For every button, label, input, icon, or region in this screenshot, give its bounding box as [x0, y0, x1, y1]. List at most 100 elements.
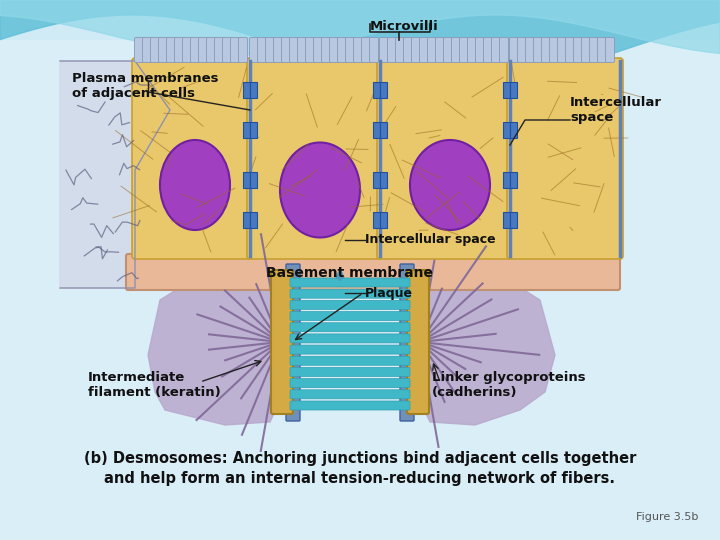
- Bar: [243, 212, 250, 228]
- Ellipse shape: [280, 143, 360, 238]
- FancyBboxPatch shape: [132, 58, 253, 259]
- Bar: [373, 82, 380, 98]
- FancyBboxPatch shape: [459, 37, 469, 63]
- FancyBboxPatch shape: [135, 37, 143, 63]
- FancyBboxPatch shape: [444, 37, 452, 63]
- FancyBboxPatch shape: [574, 37, 582, 63]
- FancyBboxPatch shape: [492, 37, 500, 63]
- FancyBboxPatch shape: [565, 37, 575, 63]
- FancyBboxPatch shape: [338, 37, 346, 63]
- FancyBboxPatch shape: [403, 37, 413, 63]
- FancyBboxPatch shape: [247, 58, 383, 259]
- FancyBboxPatch shape: [590, 37, 598, 63]
- Text: Basement membrane: Basement membrane: [266, 266, 433, 280]
- FancyBboxPatch shape: [606, 37, 614, 63]
- Text: Intercellular
space: Intercellular space: [570, 96, 662, 124]
- FancyBboxPatch shape: [549, 37, 559, 63]
- FancyBboxPatch shape: [289, 37, 299, 63]
- FancyBboxPatch shape: [290, 401, 410, 410]
- Text: and help form an internal tension-reducing network of fibers.: and help form an internal tension-reduci…: [104, 470, 616, 485]
- FancyBboxPatch shape: [297, 37, 307, 63]
- FancyBboxPatch shape: [290, 289, 410, 298]
- FancyBboxPatch shape: [290, 323, 410, 332]
- Text: Figure 3.5b: Figure 3.5b: [636, 512, 698, 522]
- Bar: [243, 172, 250, 188]
- Bar: [373, 122, 380, 138]
- FancyBboxPatch shape: [379, 37, 389, 63]
- FancyBboxPatch shape: [290, 312, 410, 321]
- FancyBboxPatch shape: [451, 37, 461, 63]
- Bar: [503, 122, 510, 138]
- FancyBboxPatch shape: [467, 37, 477, 63]
- FancyBboxPatch shape: [330, 37, 338, 63]
- FancyBboxPatch shape: [266, 37, 274, 63]
- FancyBboxPatch shape: [412, 37, 420, 63]
- FancyBboxPatch shape: [158, 37, 168, 63]
- FancyBboxPatch shape: [395, 37, 405, 63]
- FancyBboxPatch shape: [510, 37, 518, 63]
- FancyBboxPatch shape: [541, 37, 551, 63]
- Text: Plaque: Plaque: [365, 287, 413, 300]
- FancyBboxPatch shape: [143, 37, 151, 63]
- FancyBboxPatch shape: [271, 270, 293, 414]
- FancyBboxPatch shape: [230, 37, 240, 63]
- Bar: [243, 82, 250, 98]
- FancyBboxPatch shape: [274, 37, 282, 63]
- Ellipse shape: [410, 140, 490, 230]
- FancyBboxPatch shape: [557, 37, 567, 63]
- FancyBboxPatch shape: [282, 37, 290, 63]
- FancyBboxPatch shape: [215, 37, 223, 63]
- Bar: [380, 122, 387, 138]
- FancyBboxPatch shape: [428, 37, 436, 63]
- Text: Linker glycoproteins
(cadherins): Linker glycoproteins (cadherins): [432, 371, 585, 399]
- FancyBboxPatch shape: [369, 37, 379, 63]
- FancyBboxPatch shape: [174, 37, 184, 63]
- FancyBboxPatch shape: [354, 37, 362, 63]
- FancyBboxPatch shape: [290, 300, 410, 309]
- Bar: [503, 172, 510, 188]
- Bar: [510, 212, 517, 228]
- FancyBboxPatch shape: [222, 37, 232, 63]
- FancyBboxPatch shape: [166, 37, 176, 63]
- FancyBboxPatch shape: [199, 37, 207, 63]
- FancyBboxPatch shape: [290, 278, 410, 287]
- FancyBboxPatch shape: [250, 37, 258, 63]
- Bar: [510, 82, 517, 98]
- Text: Intermediate
filament (keratin): Intermediate filament (keratin): [88, 371, 221, 399]
- FancyBboxPatch shape: [582, 37, 590, 63]
- FancyBboxPatch shape: [290, 334, 410, 343]
- FancyBboxPatch shape: [518, 37, 526, 63]
- FancyBboxPatch shape: [305, 37, 315, 63]
- FancyBboxPatch shape: [507, 58, 623, 259]
- Text: Plasma membranes
of adjacent cells: Plasma membranes of adjacent cells: [72, 72, 218, 100]
- Polygon shape: [412, 272, 555, 425]
- FancyBboxPatch shape: [534, 37, 542, 63]
- Bar: [510, 172, 517, 188]
- Bar: [373, 212, 380, 228]
- Bar: [250, 82, 257, 98]
- Ellipse shape: [160, 140, 230, 230]
- FancyBboxPatch shape: [182, 37, 192, 63]
- Bar: [503, 212, 510, 228]
- FancyBboxPatch shape: [238, 37, 248, 63]
- FancyBboxPatch shape: [322, 37, 330, 63]
- FancyBboxPatch shape: [313, 37, 323, 63]
- FancyBboxPatch shape: [387, 37, 397, 63]
- Bar: [503, 82, 510, 98]
- Text: Intercellular space: Intercellular space: [365, 233, 495, 246]
- FancyBboxPatch shape: [290, 356, 410, 365]
- Text: (b) Desmosomes: Anchoring junctions bind adjacent cells together: (b) Desmosomes: Anchoring junctions bind…: [84, 450, 636, 465]
- Bar: [250, 172, 257, 188]
- Bar: [250, 122, 257, 138]
- FancyBboxPatch shape: [500, 37, 508, 63]
- FancyBboxPatch shape: [290, 379, 410, 388]
- FancyBboxPatch shape: [150, 37, 160, 63]
- FancyBboxPatch shape: [286, 264, 300, 421]
- FancyBboxPatch shape: [598, 37, 606, 63]
- FancyBboxPatch shape: [290, 367, 410, 376]
- FancyBboxPatch shape: [407, 270, 429, 414]
- FancyBboxPatch shape: [346, 37, 354, 63]
- FancyBboxPatch shape: [420, 37, 428, 63]
- FancyBboxPatch shape: [361, 37, 371, 63]
- FancyBboxPatch shape: [126, 254, 620, 290]
